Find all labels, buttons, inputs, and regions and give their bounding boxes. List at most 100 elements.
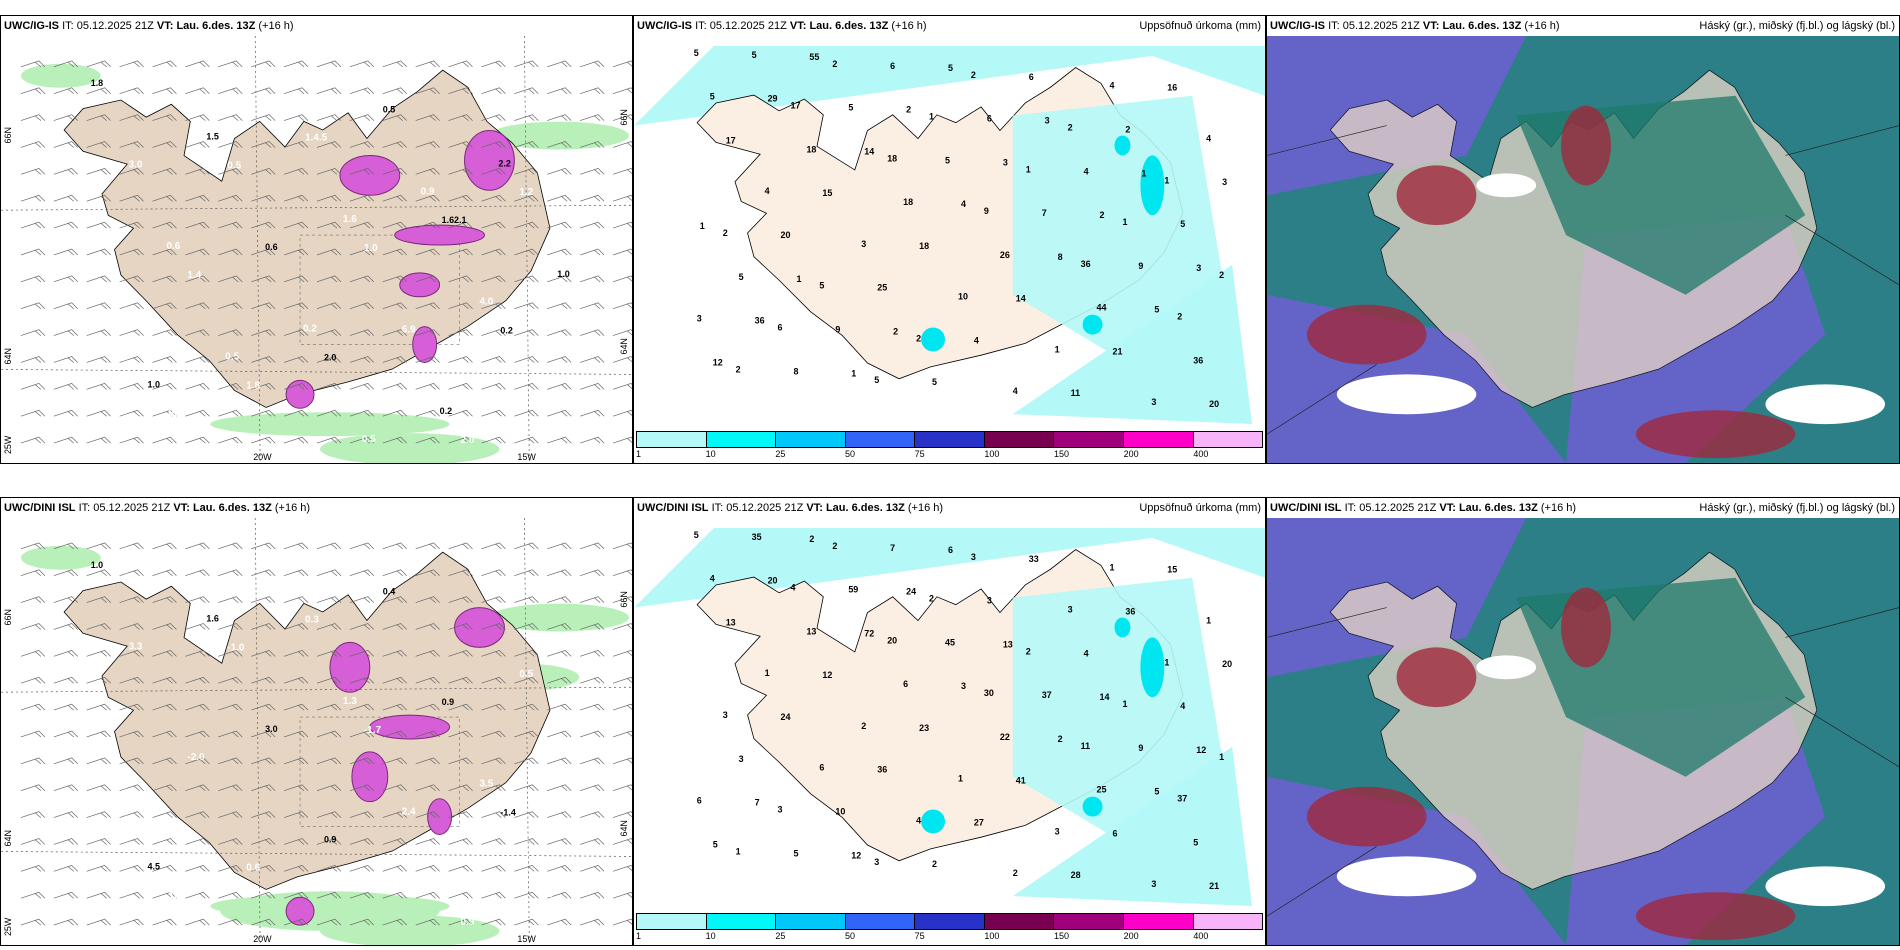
precip-value: 24: [781, 712, 791, 722]
wind-barb: [53, 757, 79, 765]
wind-barb: [20, 194, 46, 202]
contour-label: 0.2: [440, 406, 452, 416]
wind-barb: [349, 302, 375, 310]
wind-barb: [152, 167, 177, 175]
wind-barb: [316, 114, 342, 121]
wind-barb: [612, 382, 632, 390]
wind-barb: [185, 784, 210, 792]
wind-barb: [448, 141, 473, 148]
wind-barb: [547, 194, 572, 202]
wind-barb: [152, 194, 177, 202]
precip-value: 20: [768, 576, 778, 586]
precip-value: 12: [1196, 745, 1206, 755]
wind-barb: [547, 918, 572, 926]
wind-barb: [251, 356, 276, 363]
wind-barb: [283, 382, 309, 390]
wind-barb: [185, 248, 210, 256]
legend-tick-label: 50: [845, 931, 856, 941]
precip-value: 5: [945, 155, 950, 165]
clear-sky-area: [1476, 655, 1537, 680]
contour-label: 1.8: [246, 380, 260, 391]
wind-barb: [448, 569, 473, 577]
precip-value: 6: [890, 61, 895, 71]
wind-barb: [251, 141, 276, 148]
vt-label: VT:: [1422, 20, 1440, 32]
wind-barb: [349, 87, 375, 95]
precip-magenta-area: [394, 224, 485, 246]
legend-tick-label: 400: [1193, 931, 1209, 941]
wind-barb: [514, 409, 539, 417]
wind-barb: [152, 649, 177, 657]
it-value: 05.12.2025 21Z: [1342, 20, 1420, 32]
wind-barb: [580, 649, 605, 657]
precip-value: 2: [932, 859, 937, 869]
legend-swatch: [1054, 432, 1124, 447]
wind-barb: [218, 569, 243, 577]
precip-area-east: [1012, 95, 1223, 355]
wind-barb: [218, 596, 243, 603]
wind-barb: [448, 864, 473, 872]
wind-barb: [152, 114, 177, 121]
wind-barb: [218, 60, 243, 68]
precip-value: 1: [1219, 752, 1224, 762]
wind-barb: [20, 730, 46, 738]
wind-barb: [53, 60, 79, 68]
wind-barb: [316, 730, 342, 738]
wind-barb: [514, 275, 539, 283]
wind-barb: [448, 60, 473, 68]
precip-value: 3: [778, 805, 783, 815]
precip-value: 5: [710, 92, 715, 102]
precip-value: 3: [1055, 826, 1060, 836]
precip-area-heavy: [1082, 314, 1103, 335]
wind-barb: [415, 436, 440, 444]
wind-barb: [86, 436, 111, 444]
wind-barb: [119, 784, 144, 792]
wind-barb: [119, 87, 144, 95]
wind-barb: [612, 356, 632, 363]
wind-barb: [251, 87, 276, 95]
precip-value: 5: [694, 530, 699, 540]
wind-barb: [415, 248, 440, 256]
wind-barb: [20, 167, 46, 175]
wind-barb: [514, 676, 539, 684]
precip-magenta-area: [285, 379, 315, 409]
panel-header: UWC/IG-IS IT: 05.12.2025 21Z VT: Lau. 6.…: [637, 20, 927, 32]
precip-value: 36: [755, 316, 765, 326]
precip-area-east: [1012, 577, 1223, 837]
precip-value: 1: [929, 112, 934, 122]
low-cloud-area: [1561, 105, 1611, 186]
wind-barb: [481, 356, 506, 363]
wind-barb: [251, 838, 276, 845]
wind-barb: [20, 757, 46, 765]
precip-value: 8: [793, 366, 798, 376]
wind-barb: [448, 436, 473, 444]
panel-title: Háský (gr.), miðský (fj.bl.) og lágský (…: [1699, 502, 1895, 514]
wind-barb: [218, 891, 243, 899]
precip-value: 9: [1138, 743, 1143, 753]
wind-barb: [185, 221, 210, 229]
model-name: UWC/DINI ISL: [1270, 502, 1342, 514]
wind-barb: [251, 542, 276, 550]
precip-value: 6: [948, 545, 953, 555]
wind-barb: [218, 436, 243, 444]
wind-barb: [448, 623, 473, 630]
wind-barb: [448, 649, 473, 657]
contour-label: 2.2: [538, 889, 552, 900]
wind-barb: [580, 623, 605, 630]
wind-barb: [415, 194, 440, 202]
precip-value: 1: [1164, 657, 1169, 667]
wind-barb: [415, 87, 440, 95]
precip-value: 59: [848, 585, 858, 595]
precip-value: 4: [1206, 133, 1211, 143]
latitude-gridline: [1, 369, 632, 375]
precip-value: 10: [835, 807, 845, 817]
wind-barb: [580, 811, 605, 818]
precip-value: 4: [710, 574, 715, 584]
wind-barb: [580, 167, 605, 175]
wind-barb: [185, 436, 210, 444]
precip-value: 1: [796, 274, 801, 284]
wind-barb: [415, 382, 440, 390]
wind-barb: [415, 838, 440, 845]
wind-barb: [382, 194, 407, 202]
wind-barb: [283, 194, 309, 202]
